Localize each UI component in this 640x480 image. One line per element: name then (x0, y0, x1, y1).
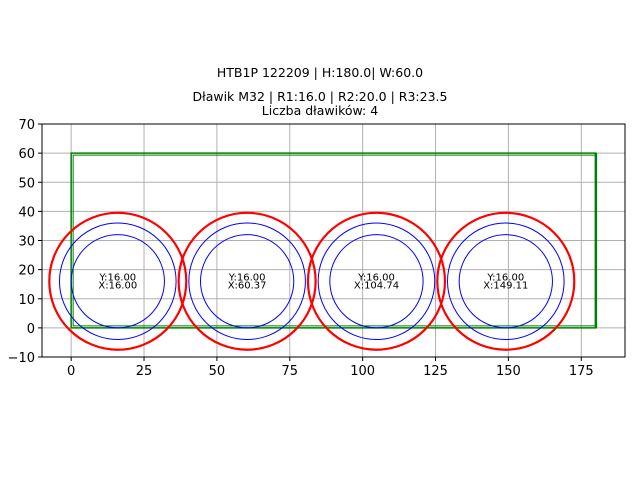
x-tick-label: 175 (569, 364, 594, 379)
plot-content: Y:16.00X:16.00Y:16.00X:60.37Y:16.00X:104… (48, 152, 598, 351)
x-tick-label: 50 (209, 364, 226, 379)
chart-title-line-2: Dławik M32 | R1:16.0 | R2:20.0 | R3:23.5 (192, 89, 448, 104)
chart-title-line-1: HTB1P 122209 | H:180.0| W:60.0 (216, 65, 424, 80)
x-tick-label: 125 (423, 364, 448, 379)
gland-circle-r1 (199, 234, 295, 329)
gland-label-x: X:16.00 (98, 280, 137, 291)
x-tick-label: 150 (496, 364, 521, 379)
gland-circle-r3 (177, 211, 317, 351)
gland-circle-r2 (188, 222, 306, 341)
gland-circle-r2 (58, 222, 177, 341)
gland-circle-r1 (70, 234, 165, 329)
gland-label-x: X:104.74 (354, 280, 399, 291)
gland-circle-r1 (458, 234, 553, 329)
gland-label-y: Y:16.00 (228, 272, 266, 283)
gland-label-y: Y:16.00 (98, 272, 136, 283)
y-tick-label: 60 (18, 147, 35, 162)
y-tick-label: 30 (18, 235, 35, 250)
gland-circle-r2 (317, 222, 436, 341)
gland-circle-r3 (48, 211, 188, 351)
gland-circle-r3 (436, 211, 576, 351)
gland-label-x: X:60.37 (228, 280, 267, 291)
x-tick-label: 100 (350, 364, 375, 379)
gland-label-x: X:149.11 (483, 280, 528, 291)
x-tick-label: 75 (282, 364, 299, 379)
gland-circle-r3 (306, 211, 447, 351)
y-tick-label: 10 (18, 293, 35, 308)
y-tick-label: 50 (18, 176, 35, 191)
y-tick-label: −10 (8, 351, 35, 366)
y-tick-label: 70 (18, 118, 35, 133)
x-tick-label: 0 (67, 364, 75, 379)
chart-title-line-3: Liczba dławików: 4 (261, 103, 379, 118)
y-tick-label: 40 (18, 205, 35, 220)
x-tick-label: 25 (136, 364, 153, 379)
y-tick-label: 0 (27, 322, 35, 337)
gland-circle-r2 (447, 222, 565, 341)
gland-label-y: Y:16.00 (486, 272, 524, 283)
gland-label-y: Y:16.00 (357, 272, 395, 283)
y-tick-label: 20 (18, 264, 35, 279)
gland-circle-r1 (329, 234, 424, 329)
